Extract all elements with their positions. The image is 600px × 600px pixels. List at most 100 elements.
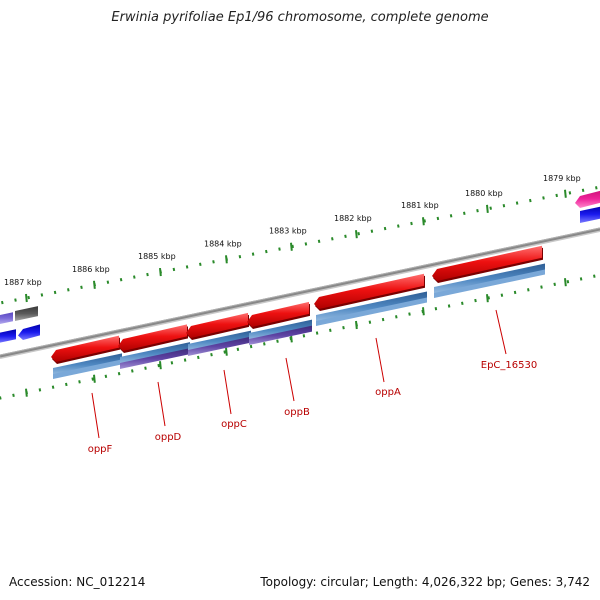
inner-minor-tick	[553, 282, 556, 287]
inner-minor-tick	[117, 371, 121, 376]
gene-EpC_16530[interactable]: EpC_16530	[432, 245, 545, 371]
inner-minor-tick	[223, 350, 226, 354]
outer-minor-tick	[542, 196, 545, 200]
outer-minor-tick	[238, 254, 242, 259]
gene-oppB[interactable]: oppB	[247, 301, 312, 418]
tick-label: 1887 kbp	[4, 278, 42, 287]
tick-label: 1885 kbp	[138, 252, 176, 261]
inner-major-tick	[564, 278, 567, 287]
cds-bar-lower	[316, 297, 427, 326]
outer-minor-tick	[436, 216, 440, 221]
gene-label: oppC	[221, 419, 247, 430]
inner-minor-tick	[408, 312, 411, 316]
gene-label: oppF	[88, 444, 113, 455]
outer-minor-tick	[133, 275, 136, 279]
outer-minor-tick	[397, 224, 400, 228]
inner-major-tick	[25, 388, 28, 397]
inner-major-tick	[422, 307, 425, 316]
outer-minor-tick	[383, 226, 387, 231]
inner-minor-tick	[236, 347, 240, 351]
outer-minor-tick	[53, 290, 57, 295]
gene-oppC[interactable]: oppC	[186, 312, 251, 430]
gene-arrow	[432, 245, 542, 281]
feature-blue-right	[580, 206, 600, 223]
outer-minor-tick	[80, 285, 83, 289]
inner-minor-tick	[210, 353, 213, 357]
inner-major-tick	[355, 320, 358, 330]
inner-minor-tick	[0, 396, 2, 400]
inner-minor-tick	[513, 290, 517, 295]
outer-minor-tick	[119, 277, 123, 282]
inner-minor-tick	[381, 317, 385, 322]
map-title: Erwinia pyrifoliae Ep1/96 chromosome, co…	[111, 10, 489, 25]
inner-scale	[0, 274, 596, 400]
inner-minor-tick	[157, 363, 160, 368]
outer-minor-tick	[476, 209, 479, 213]
gene-arrow	[314, 273, 424, 309]
inner-minor-tick	[131, 369, 134, 373]
outer-minor-tick	[106, 280, 110, 284]
gene-label-line	[157, 381, 166, 427]
inner-minor-tick	[593, 274, 596, 278]
backbone-shadow	[0, 230, 600, 359]
gene-label-line	[91, 392, 100, 439]
outer-minor-tick	[463, 211, 466, 215]
gene-label-line	[375, 337, 385, 383]
outer-minor-tick	[331, 237, 334, 241]
inner-minor-tick	[51, 385, 55, 389]
gene-label: oppA	[375, 387, 401, 398]
outer-minor-tick	[172, 267, 176, 272]
right-edge-features	[575, 190, 600, 223]
gene-label-line	[223, 369, 232, 415]
inner-minor-tick	[65, 382, 68, 387]
outer-minor-tick	[212, 260, 215, 264]
cds-bar-lower	[434, 269, 545, 298]
inner-minor-tick	[302, 334, 306, 338]
feature-blue	[0, 329, 16, 343]
outer-minor-tick	[370, 229, 374, 233]
tick-label: 1881 kbp	[401, 201, 439, 210]
inner-minor-tick	[91, 377, 94, 381]
outer-minor-tick	[555, 193, 558, 198]
inner-minor-tick	[144, 366, 147, 370]
tick-label: 1886 kbp	[72, 265, 110, 274]
outer-minor-tick	[304, 242, 308, 246]
major-tick	[159, 267, 162, 277]
gene-oppF[interactable]: oppF	[51, 335, 122, 455]
inner-minor-tick	[434, 307, 438, 311]
inner-minor-tick	[395, 315, 398, 319]
inner-minor-tick	[368, 320, 372, 324]
outer-minor-tick	[595, 186, 598, 190]
inner-minor-tick	[170, 361, 174, 365]
gene-track: oppF oppD oppC oppB oppA EpC_16530	[51, 245, 545, 455]
major-tick	[355, 230, 358, 239]
outer-minor-tick	[344, 234, 347, 238]
left-edge-features	[0, 306, 40, 343]
outer-minor-tick	[27, 295, 30, 300]
inner-minor-tick	[78, 380, 81, 384]
gene-label: oppD	[155, 432, 182, 443]
inner-minor-tick	[38, 388, 42, 392]
outer-minor-tick	[1, 300, 4, 305]
gene-oppA[interactable]: oppA	[314, 273, 427, 398]
major-tick	[93, 280, 96, 289]
outer-minor-tick	[529, 198, 532, 203]
gene-arrow	[118, 324, 187, 351]
outer-minor-tick	[357, 232, 360, 236]
inner-minor-tick	[527, 288, 530, 292]
cds-bar-secondary	[188, 336, 251, 356]
inner-minor-tick	[579, 277, 583, 281]
cds-bar-secondary	[120, 348, 190, 369]
outer-minor-tick	[568, 191, 572, 195]
tick-label: 1882 kbp	[334, 214, 372, 223]
outer-minor-tick	[317, 239, 321, 244]
inner-minor-tick	[500, 293, 504, 297]
gene-oppD[interactable]: oppD	[118, 324, 190, 443]
inner-minor-tick	[566, 279, 570, 284]
inner-minor-tick	[342, 325, 345, 330]
outer-minor-tick	[278, 247, 281, 251]
cds-bar-lower	[53, 359, 122, 379]
inner-minor-tick	[315, 331, 319, 335]
